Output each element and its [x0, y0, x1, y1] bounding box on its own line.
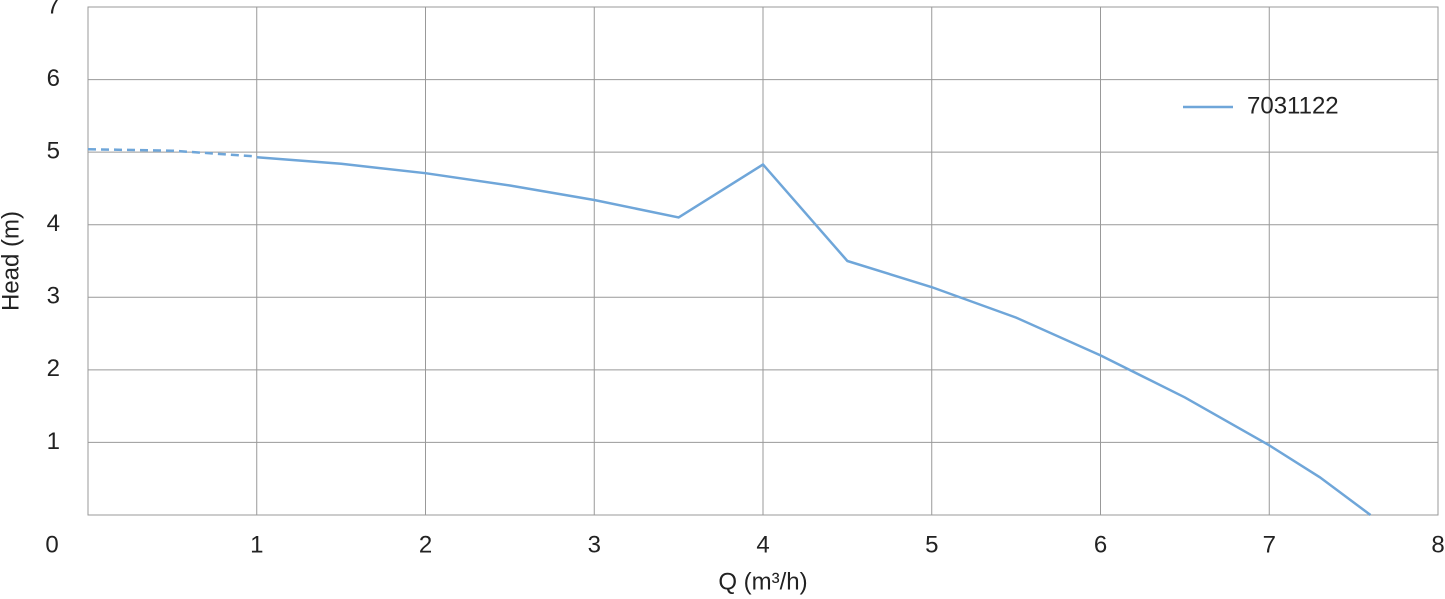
x-axis-label: Q (m³/h) [718, 568, 807, 595]
x-tick-label: 2 [419, 531, 432, 558]
x-tick-label: 5 [925, 531, 938, 558]
y-axis-label: Head (m) [0, 211, 24, 311]
x-tick-label: 1 [250, 531, 263, 558]
series-line [256, 155, 1372, 517]
x-tick-label: 8 [1431, 531, 1444, 558]
legend-label: 7031122 [1247, 92, 1339, 119]
x-tick-label: 6 [1094, 531, 1107, 558]
x-tick-label: 7 [1263, 531, 1276, 558]
y-tick-label: 4 [47, 210, 60, 237]
y-tick-label: 1 [47, 428, 60, 455]
x-tick-label: 3 [588, 531, 601, 558]
x-tick-label: 4 [756, 531, 769, 558]
y-tick-label: 2 [47, 355, 60, 382]
y-tick-label: 5 [47, 137, 60, 164]
y-tick-label: 3 [47, 283, 60, 310]
x-tick-label: 0 [45, 531, 58, 558]
y-tick-label: 6 [47, 65, 60, 92]
series-line [87, 147, 257, 158]
y-tick-label: 7 [47, 0, 60, 19]
